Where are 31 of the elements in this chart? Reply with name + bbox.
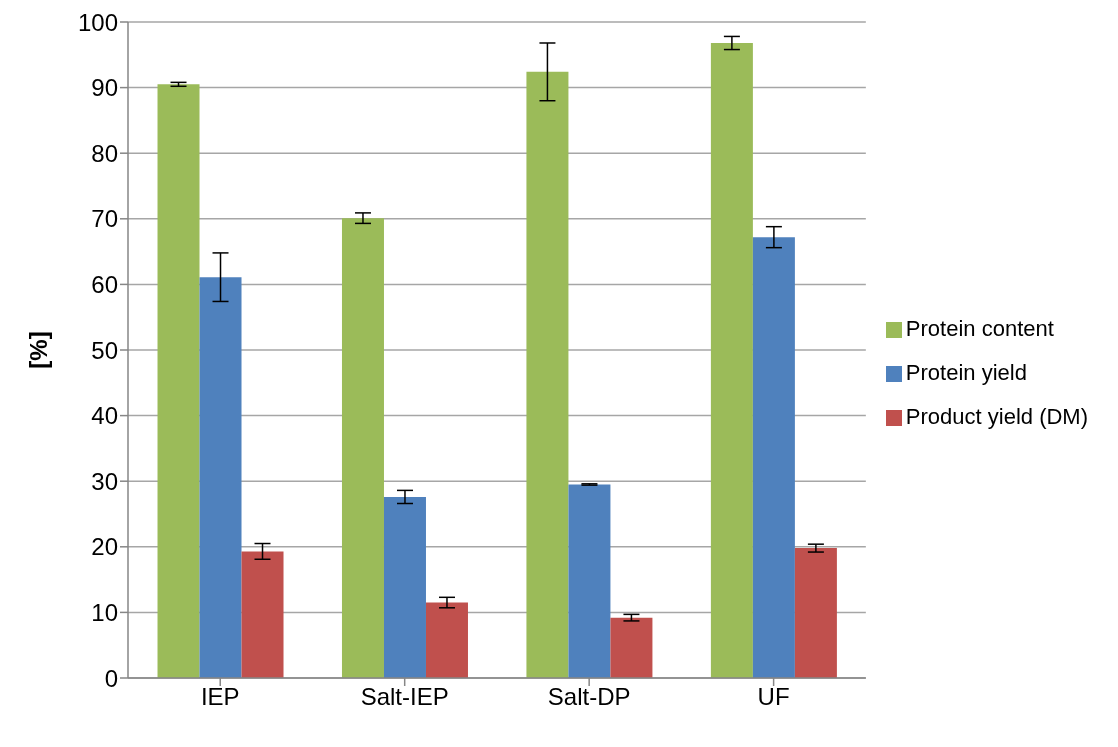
legend-label: Protein content [905,316,1054,341]
bar [710,42,753,678]
y-tick-label: 30 [91,467,118,495]
x-tick-label: UF [757,683,790,711]
bar [383,496,426,678]
legend-label: Product yield (DM) [905,404,1088,429]
y-tick-label: 100 [77,8,118,36]
y-tick-label: 60 [91,270,118,298]
y-tick-label: 50 [91,336,118,364]
bar [425,602,468,678]
y-tick-label: 90 [91,74,118,102]
bar [526,71,569,678]
x-tick-label: IEP [200,683,240,711]
y-tick-label: 80 [91,139,118,167]
bar [241,551,284,678]
bar [794,548,837,678]
bar [341,218,384,678]
x-tick-label: Salt-DP [547,683,631,711]
bar [157,84,200,678]
bar [610,617,653,678]
y-tick-label: 10 [91,598,118,626]
x-tick-label: Salt-IEP [360,683,449,711]
y-tick-label: 40 [91,402,118,430]
bar [199,277,242,678]
bar [752,237,795,678]
bar [568,484,611,678]
y-tick-label: 20 [91,533,118,561]
y-tick-label: 70 [91,205,118,233]
y-tick-label: 0 [104,664,118,692]
legend-label: Protein yield [905,360,1027,385]
y-axis-title: [%] [24,331,52,369]
